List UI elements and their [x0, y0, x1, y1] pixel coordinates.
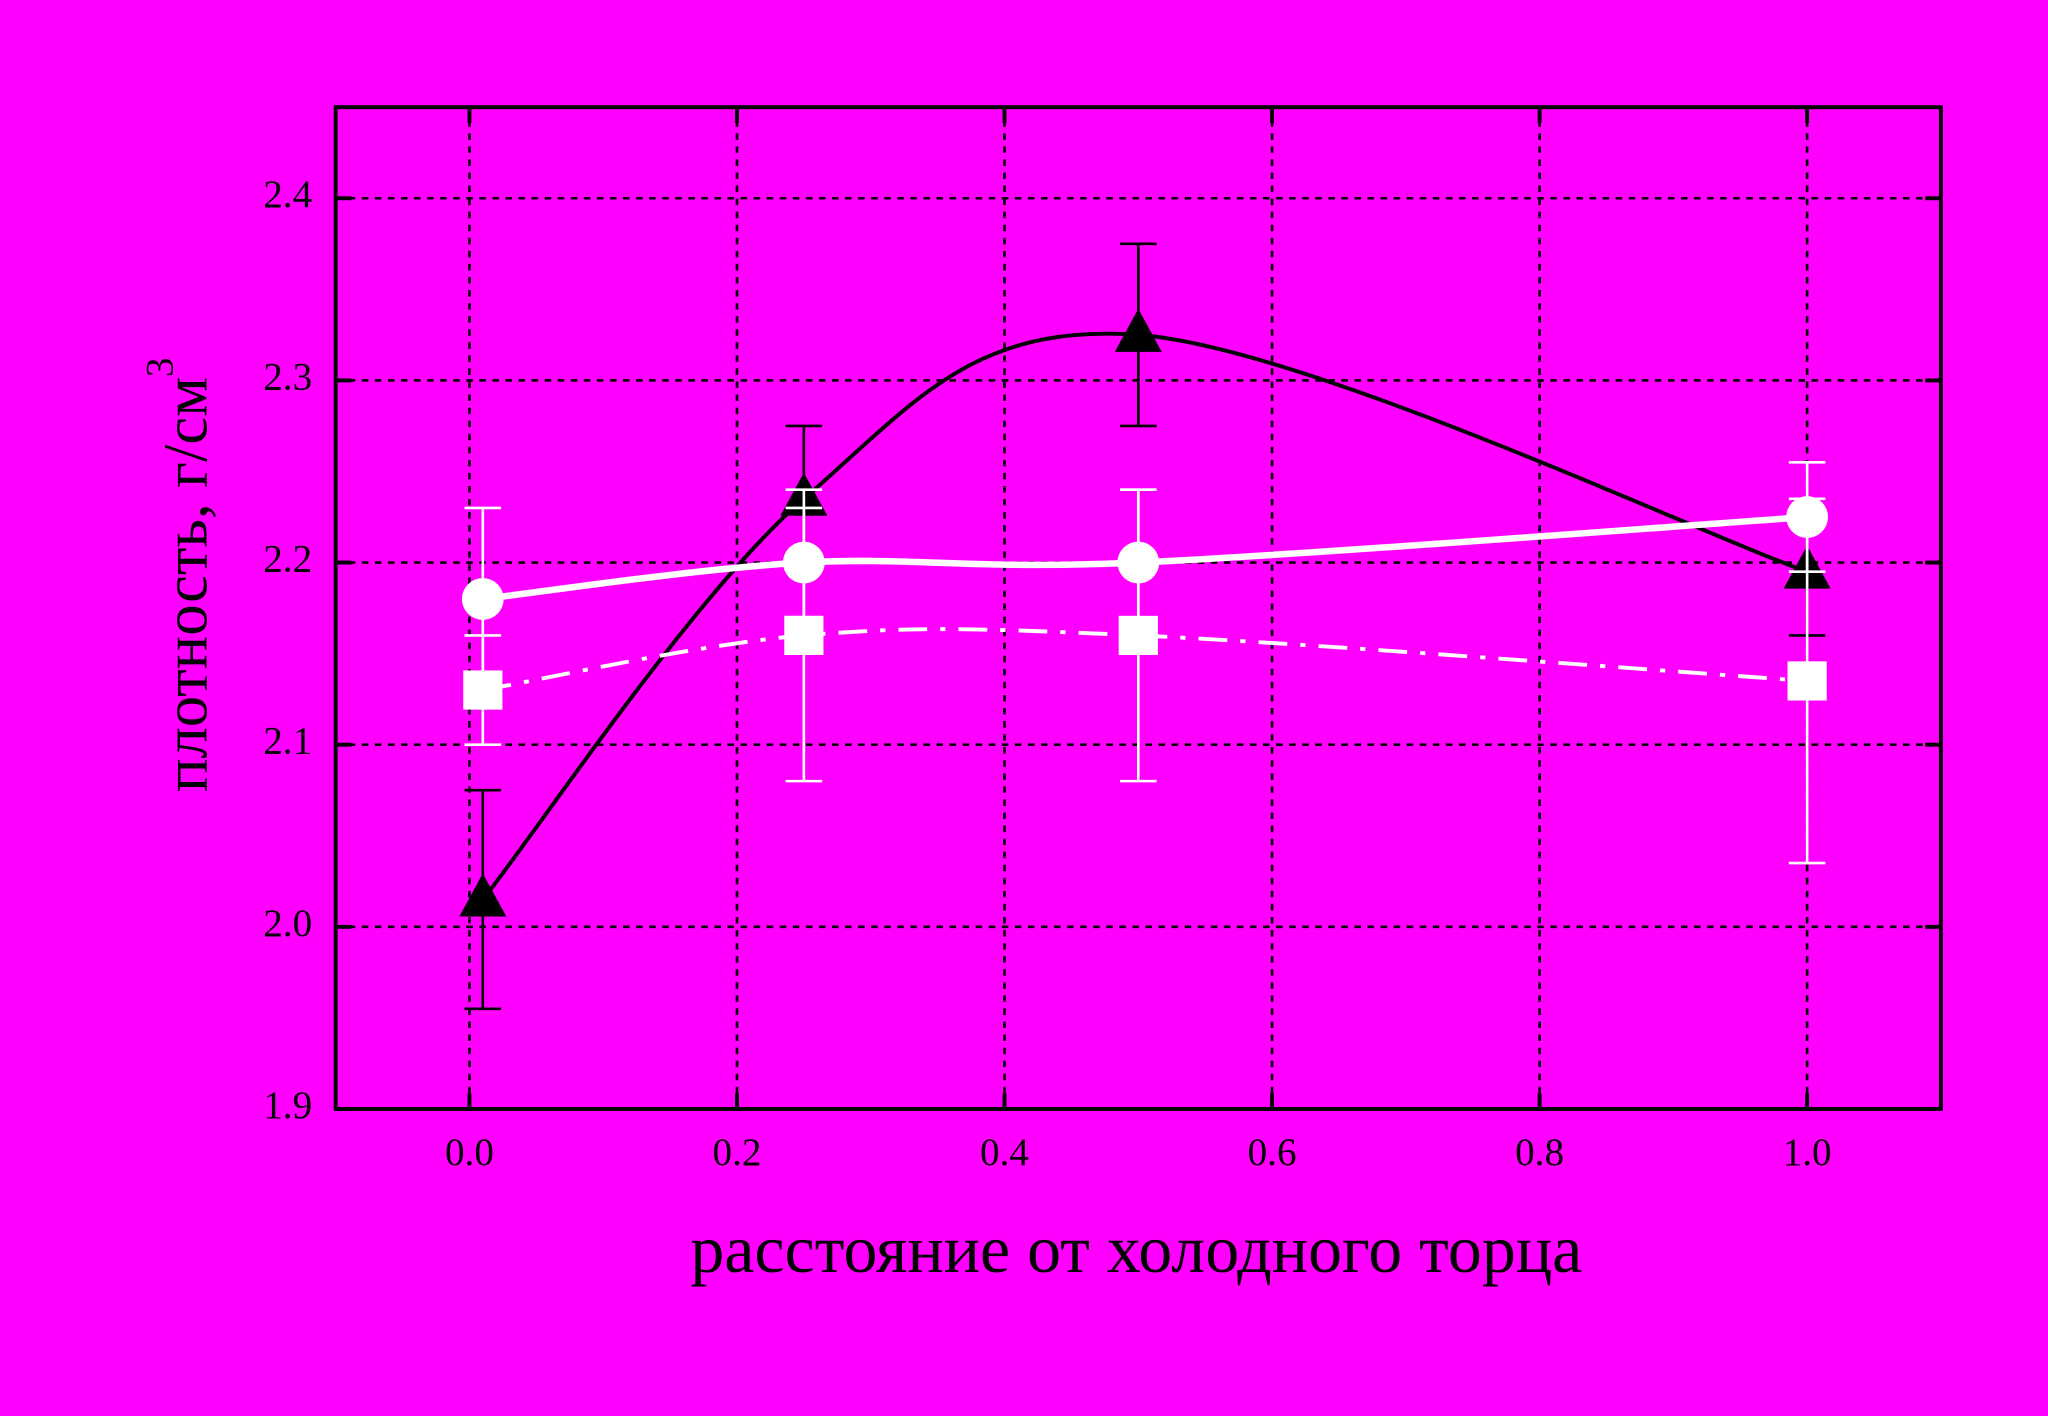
marker [459, 873, 507, 917]
y-tick-label: 2.0 [263, 902, 312, 945]
x-tick-label: 0.4 [980, 1131, 1029, 1174]
curves [481, 331, 1808, 901]
y-tick-label: 1.9 [263, 1084, 312, 1127]
plot-frame [333, 105, 1943, 1111]
x-tick-label: 0.6 [1248, 1131, 1297, 1174]
y-tick-label: 2.2 [263, 538, 312, 581]
marker [461, 578, 504, 620]
x-tick-label: 0.8 [1515, 1131, 1564, 1174]
x-tick-label: 0.2 [712, 1131, 761, 1174]
marks [459, 242, 1831, 1011]
y-axis-label: плотность, г/см3 [138, 357, 220, 792]
x-tick-label: 1.0 [1783, 1131, 1832, 1174]
x-axis-label: расстояние от холодного торца [690, 1211, 1582, 1287]
y-axis-label-text: плотность, г/см [150, 377, 220, 792]
fit-curve [482, 513, 1808, 603]
y-axis-label-superscript: 3 [138, 357, 181, 377]
y-tick-label: 2.4 [263, 173, 312, 216]
axes: 1.9 2.0 2.1 2.2 2.3 2.4 0.0 0.2 0.4 0.6 0.8 1.0 [263, 107, 1941, 1174]
marker [463, 670, 503, 710]
y-tick-label: 2.3 [263, 355, 312, 398]
marker [1787, 661, 1827, 701]
marker [1118, 615, 1158, 655]
fit-curve [482, 627, 1808, 692]
x-tick-label: 0.0 [445, 1131, 494, 1174]
y-tick-label: 2.1 [263, 720, 312, 763]
fit-curve [481, 331, 1808, 901]
marker [784, 615, 824, 655]
marker [1114, 308, 1162, 352]
